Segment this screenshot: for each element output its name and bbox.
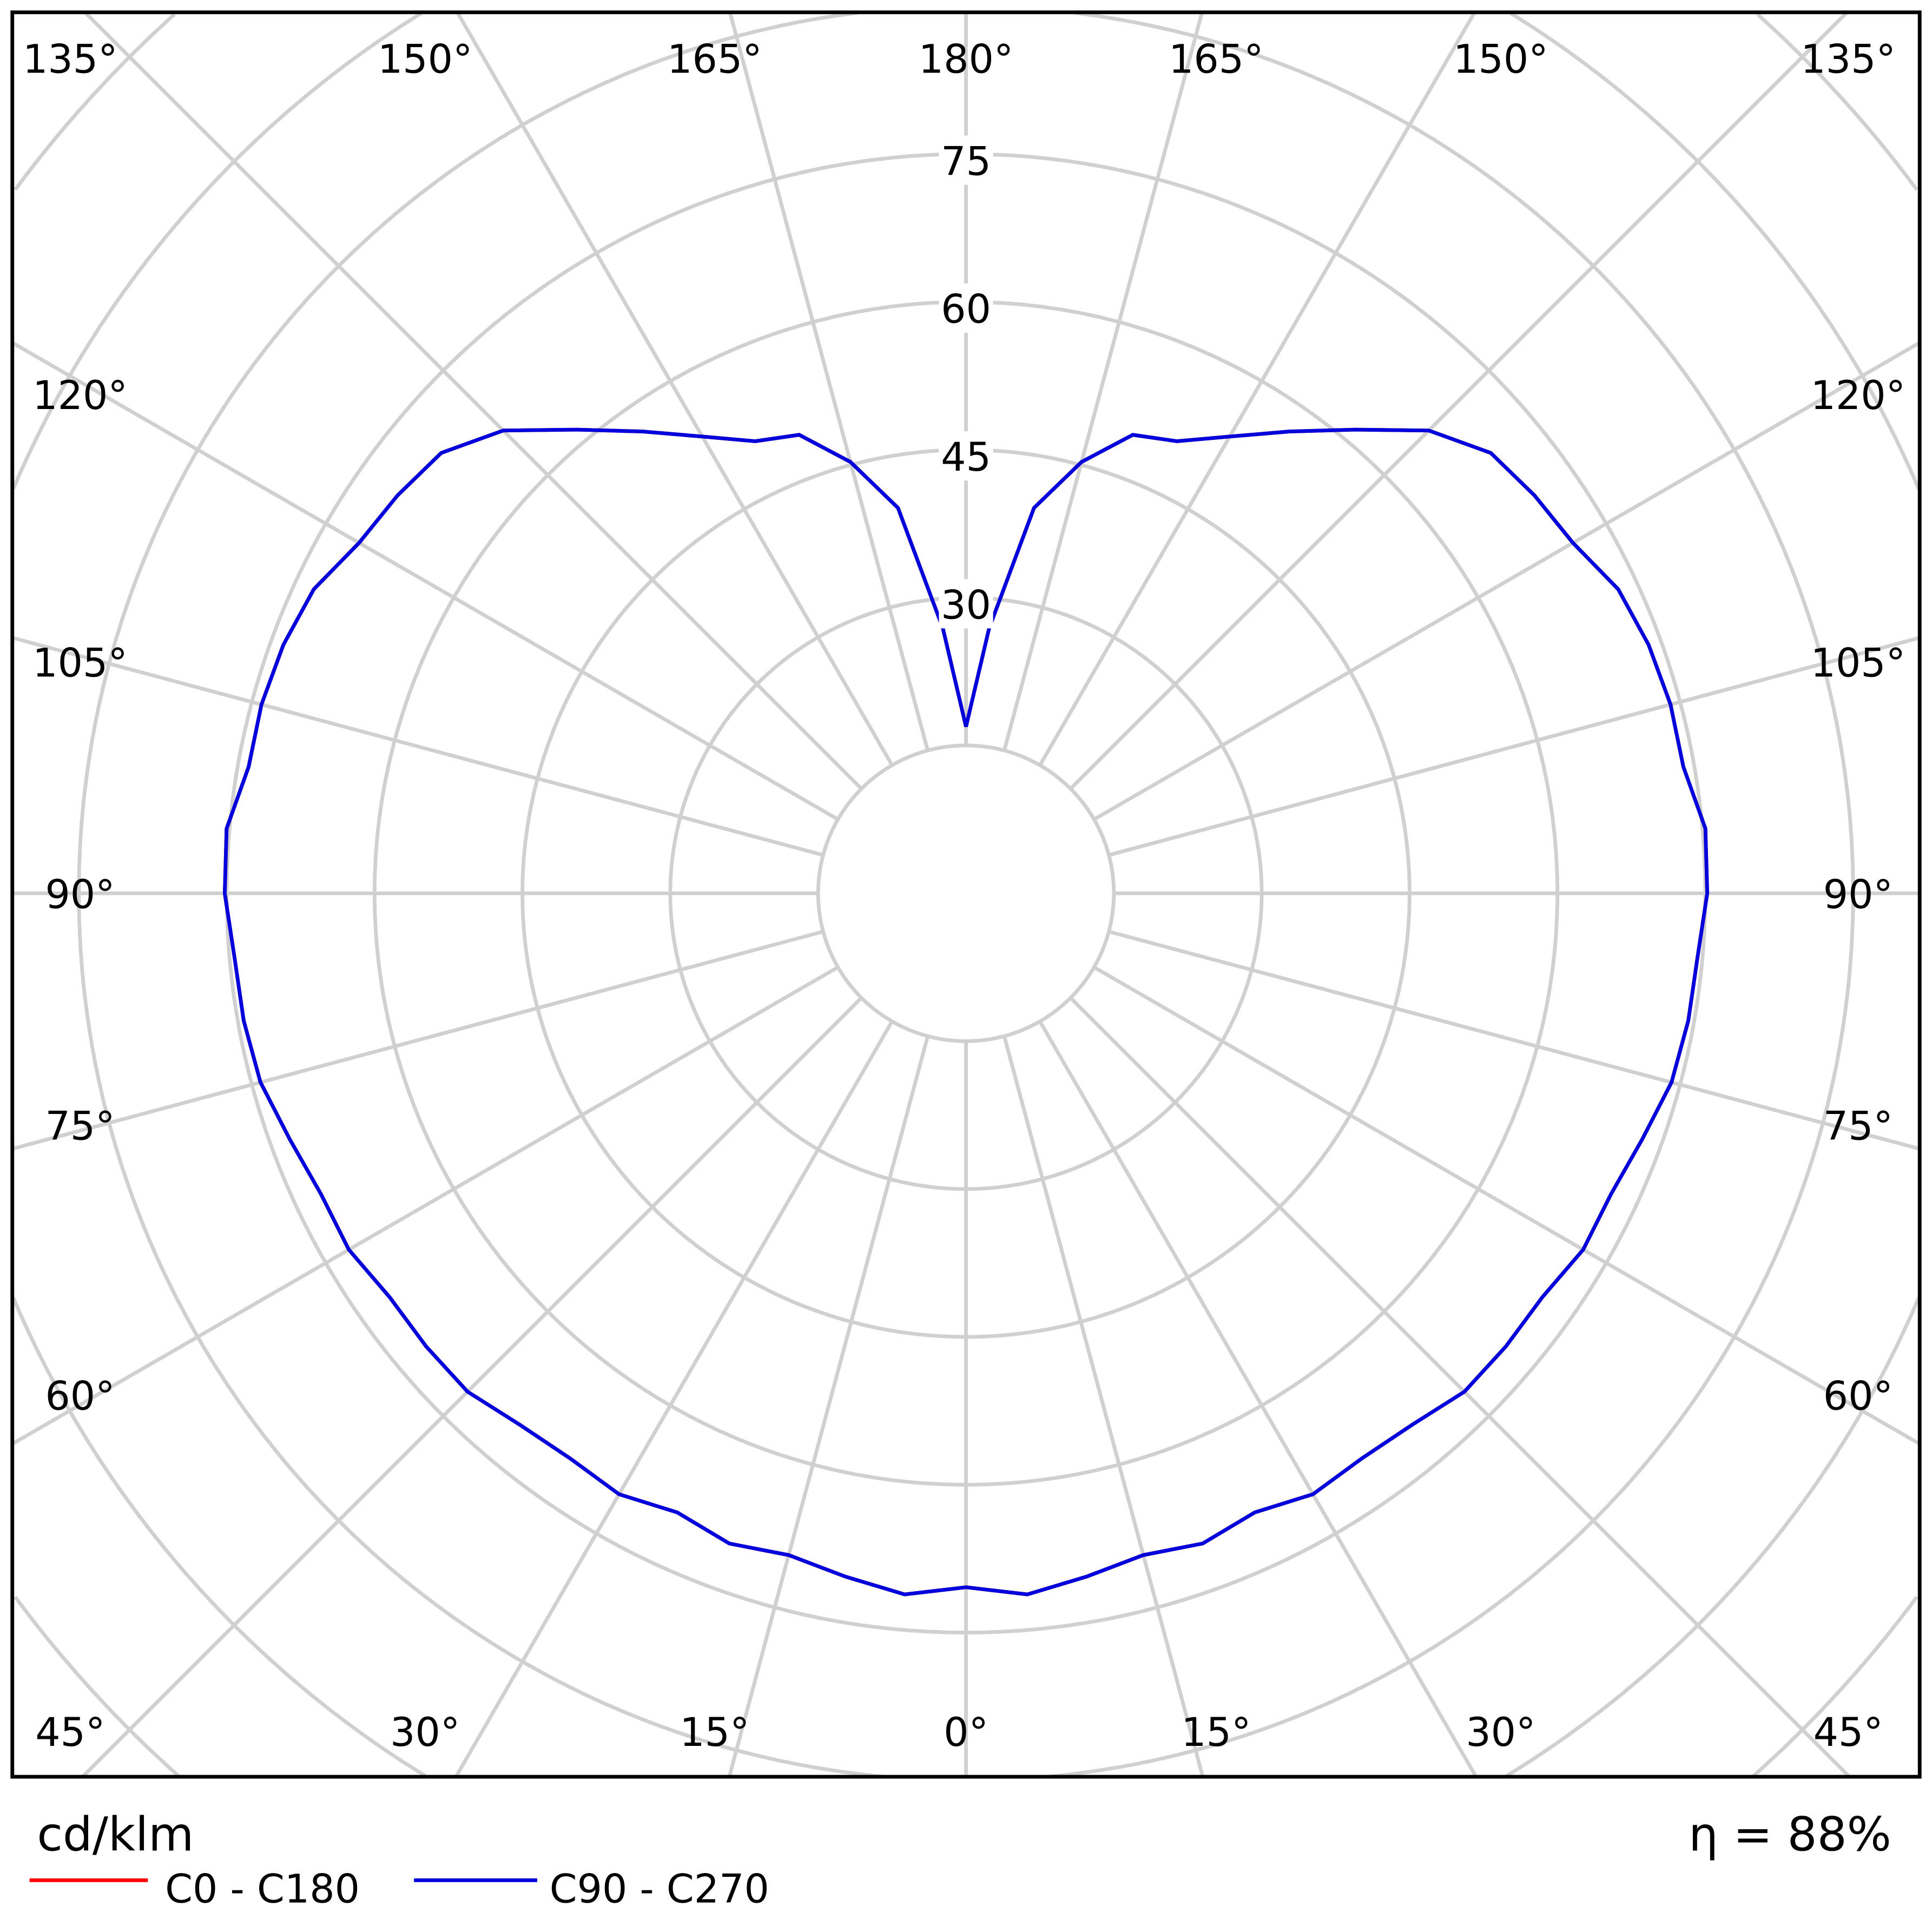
radial-tick-label: 45 — [941, 434, 991, 480]
radial-tick-label: 60 — [941, 287, 991, 333]
radial-tick-label: 30 — [941, 582, 991, 628]
grid-spoke — [727, 1036, 930, 1777]
radial-tick-label: 75 — [941, 139, 991, 184]
angle-label-top: 165° — [667, 36, 762, 82]
grid-spoke — [1093, 341, 1921, 821]
angle-label-right: 75° — [1823, 1104, 1893, 1150]
label-bg — [939, 431, 993, 481]
grid-spoke — [728, 11, 930, 751]
angle-label-left: 60° — [45, 1373, 115, 1419]
angle-label-left: 105° — [32, 640, 128, 686]
angle-label-right: 60° — [1823, 1373, 1893, 1419]
grid-spoke — [1108, 636, 1921, 857]
angle-label-right: 120° — [1811, 373, 1906, 419]
grid-spoke — [11, 929, 824, 1151]
angle-label-bottom: 45° — [35, 1710, 105, 1756]
legend-label-c0-c180: C0 - C180 — [165, 1866, 360, 1912]
grid-circle — [11, 11, 1921, 1778]
grid-spoke — [11, 341, 839, 821]
angle-label-top: 135° — [1801, 36, 1896, 82]
grid-spoke — [11, 636, 824, 857]
unit-label: cd/klm — [37, 1808, 194, 1862]
angle-label-left: 75° — [45, 1104, 115, 1150]
grid-spoke — [1038, 11, 1476, 767]
label-bg — [939, 135, 993, 185]
grid-spoke — [454, 1020, 894, 1778]
angle-label-bottom: 15° — [1181, 1710, 1251, 1756]
angle-label-left: 90° — [45, 872, 115, 918]
grid-spoke — [83, 11, 863, 790]
angle-label-right: 90° — [1823, 872, 1893, 918]
grid-circle — [77, 11, 1855, 1779]
grid-spoke — [1038, 1020, 1478, 1778]
grid-spoke — [456, 11, 894, 767]
efficiency-label: η = 88% — [1689, 1808, 1891, 1862]
grid-spoke — [11, 965, 839, 1446]
grid-spoke — [1002, 11, 1204, 751]
angle-label-top: 135° — [23, 36, 118, 82]
grid-spoke — [1069, 996, 1851, 1778]
grid-circle — [14, 12, 1918, 1777]
plot-frame — [10, 10, 1922, 1779]
grid-spoke — [81, 996, 863, 1778]
legend-label-c90-c270: C90 - C270 — [550, 1866, 769, 1912]
angle-label-top: 180° — [919, 36, 1014, 82]
labels: 135° 150° 165° 180° 165° 150° 135° 45° 30° 15° 0° 1… — [23, 36, 1905, 1756]
angle-label-right: 105° — [1811, 640, 1906, 686]
angle-label-bottom: 15° — [680, 1710, 749, 1756]
angle-label-top: 150° — [378, 36, 473, 82]
curves — [222, 427, 1710, 1597]
angle-label-bottom: 0° — [944, 1710, 988, 1756]
angle-label-bottom: 30° — [1466, 1710, 1535, 1756]
angle-label-left: 120° — [32, 373, 128, 419]
label-bg — [939, 283, 993, 333]
angle-label-bottom: 45° — [1814, 1710, 1883, 1756]
grid-spoke — [1093, 965, 1921, 1446]
grid-spoke — [1069, 11, 1849, 790]
angle-label-top: 165° — [1169, 36, 1264, 82]
polar-grid — [11, 11, 1921, 1779]
series-curve-1 — [222, 427, 1710, 1597]
grid-spoke — [1108, 929, 1921, 1151]
label-bg — [939, 579, 993, 629]
grid-spoke — [1002, 1036, 1205, 1777]
angle-label-bottom: 30° — [390, 1710, 460, 1756]
angle-label-top: 150° — [1453, 36, 1548, 82]
